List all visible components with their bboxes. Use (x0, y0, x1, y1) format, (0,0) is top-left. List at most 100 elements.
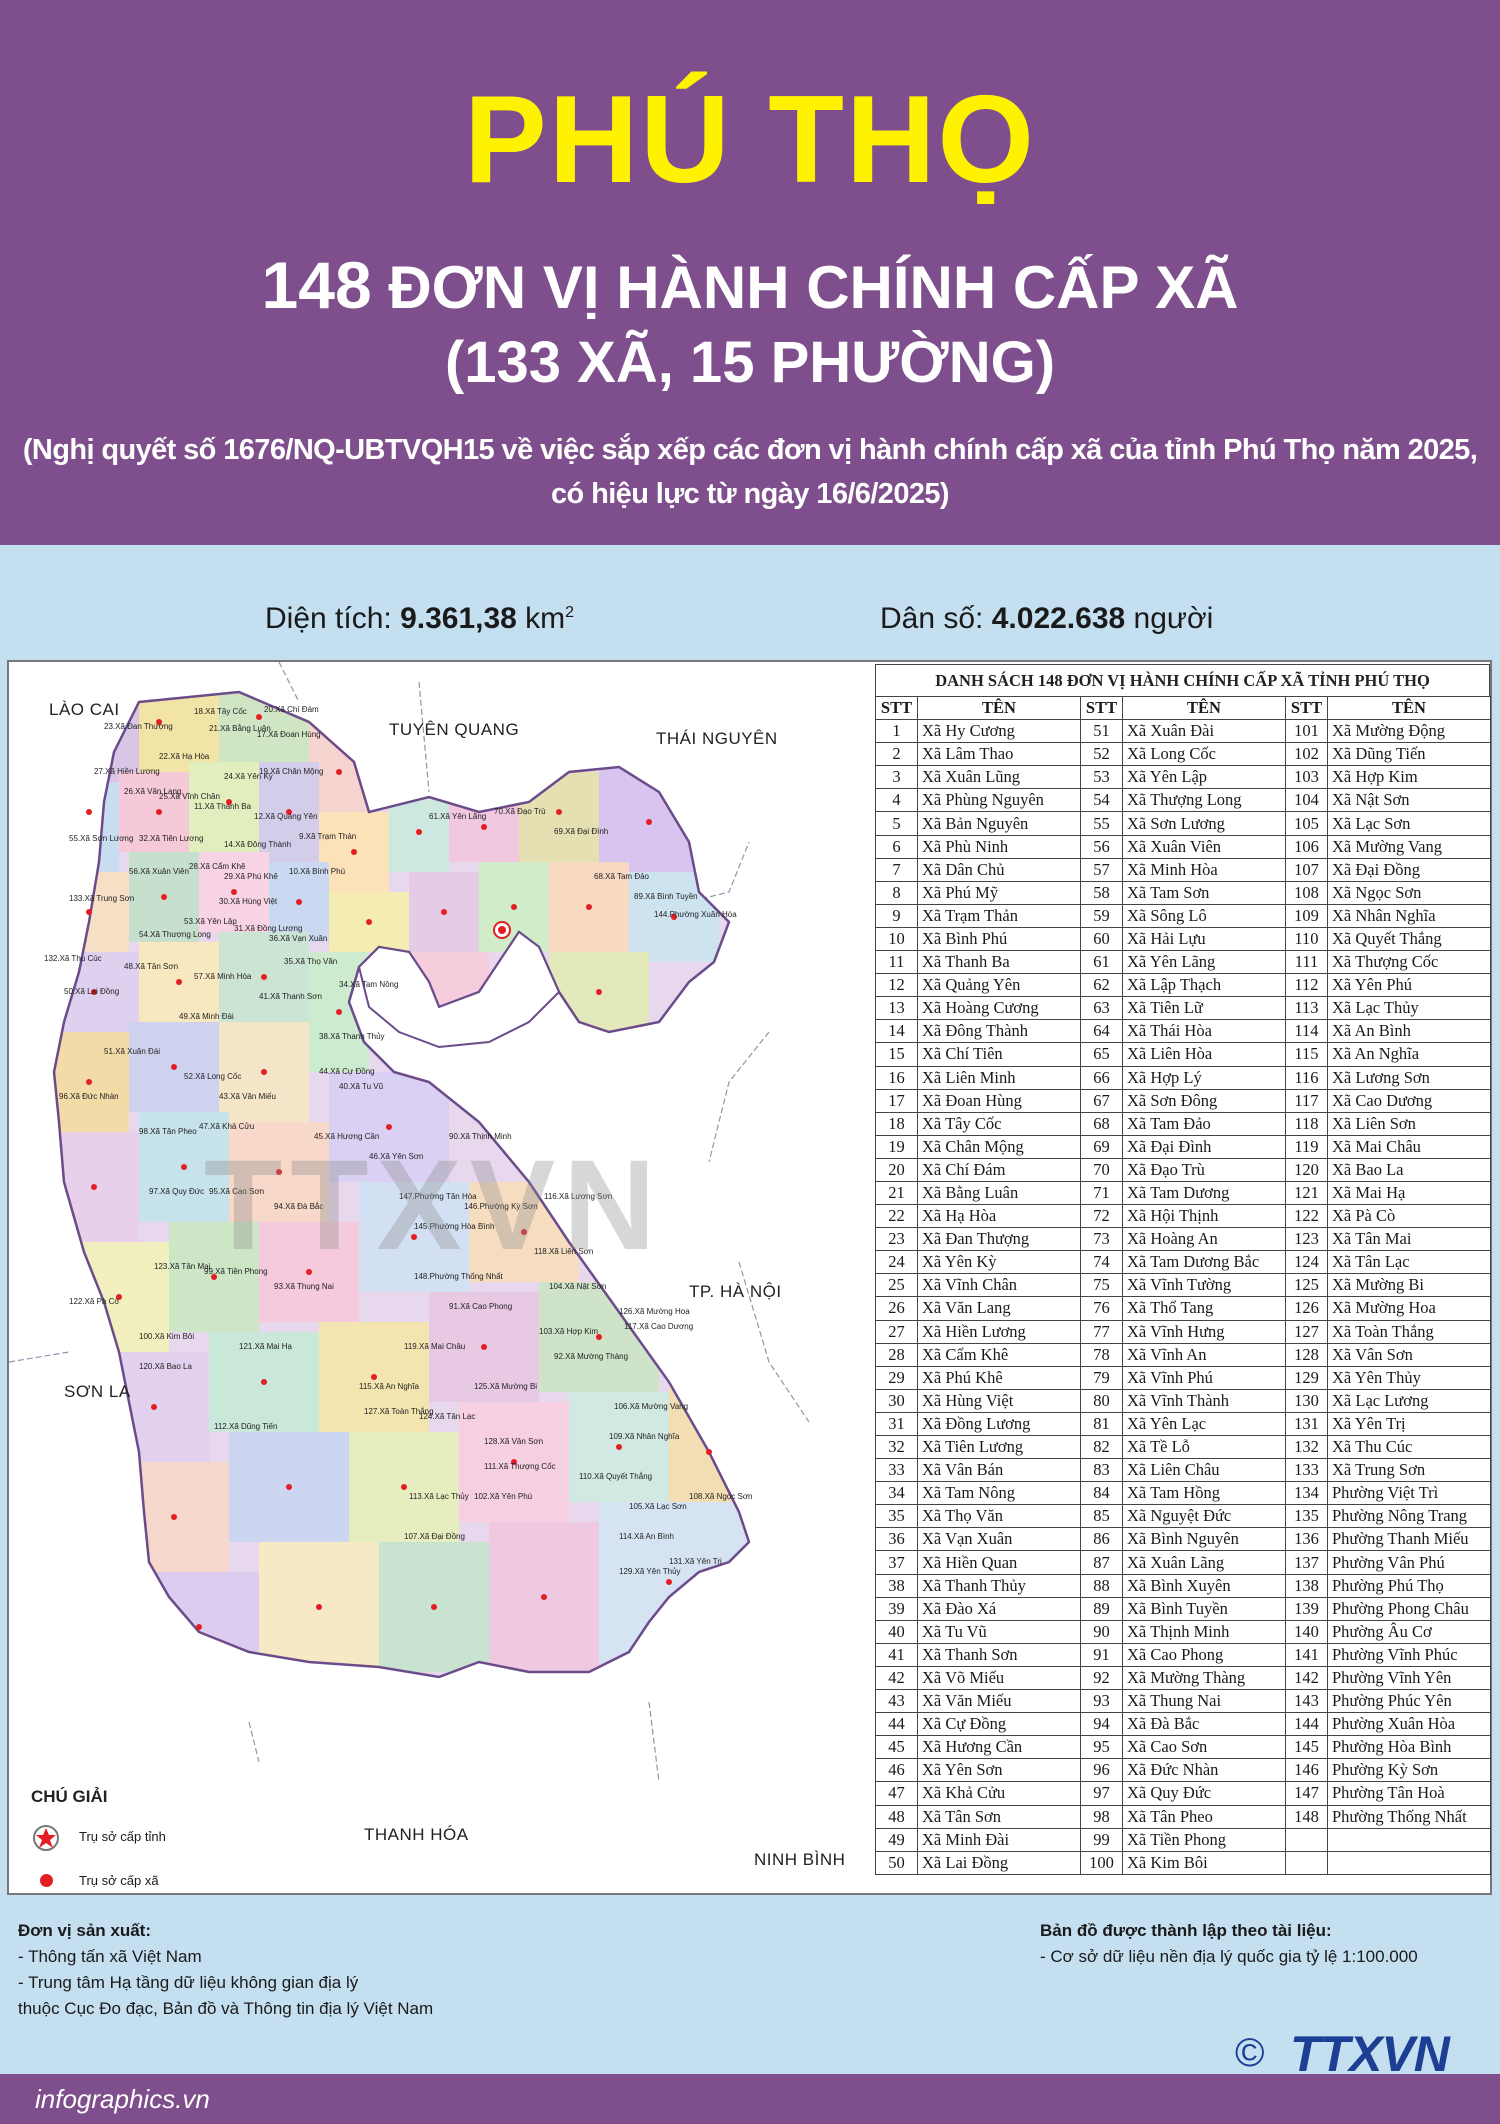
commune-label: 49.Xã Minh Đài (179, 1012, 234, 1021)
commune-label: 23.Xã Đan Thượng (104, 722, 173, 731)
unit-name: Xã Bình Tuyền (1122, 1596, 1286, 1621)
unit-stt: 65 (1080, 1042, 1123, 1067)
header-name: TÊN (1122, 695, 1286, 721)
table-row: 32 Xã Tiên Lương 82 Xã Tề Lỗ 132 Xã Thu Cúc (875, 1434, 1491, 1460)
unit-name: Xã Xuân Lũng (917, 765, 1081, 790)
unit-name: Xã Bình Xuyên (1122, 1573, 1286, 1598)
table-row: 33 Xã Vân Bán 83 Xã Liên Châu 133 Xã Trung Sơ… (875, 1458, 1491, 1483)
population-unit: người (1125, 602, 1214, 635)
unit-name: Xã Đà Bắc (1122, 1712, 1286, 1737)
population-stat: Dân số: 4.022.638 người (880, 602, 1213, 636)
legend-commune-label: Trụ sở cấp xã (79, 1872, 159, 1888)
table-row: 21 Xã Bằng Luân 71 Xã Tam Dương 121 Xã Mai Hạ (875, 1180, 1491, 1206)
commune-label: 43.Xã Văn Miếu (219, 1092, 276, 1101)
table-row: 34 Xã Tam Nông 84 Xã Tam Hồng 134 Phường Việt… (875, 1481, 1491, 1506)
commune-label: 113.Xã Lạc Thủy (409, 1492, 469, 1501)
unit-name: Xã Xuân Đài (1122, 719, 1286, 744)
table-row: 1 Xã Hy Cương 51 Xã Xuân Đài 101 Xã Mường Độn… (875, 719, 1491, 744)
commune-label: 144.Phường Xuân Hòa (654, 910, 737, 919)
table-row: 8 Xã Phú Mỹ 58 Xã Tam Sơn 108 Xã Ngọc Sơn (875, 880, 1491, 905)
table-row: 44 Xã Cự Đồng 94 Xã Đà Bắc 144 Phường Xuân Hò… (875, 1712, 1491, 1737)
unit-name: Xã Hội Thịnh (1122, 1204, 1286, 1229)
commune-label: 124.Xã Tân Lạc (419, 1412, 476, 1421)
commune-label: 112.Xã Dũng Tiến (214, 1422, 278, 1431)
unit-stt: 111 (1285, 950, 1328, 975)
commune-label: 55.Xã Sơn Lương (69, 834, 134, 843)
commune-label: 132.Xã Thu Cúc (44, 954, 102, 963)
unit-stt: 66 (1080, 1065, 1123, 1090)
unit-stt: 138 (1285, 1573, 1328, 1598)
unit-stt: 2 (875, 742, 918, 767)
unit-name: Xã Đức Nhàn (1122, 1758, 1286, 1783)
unit-name: Xã Lai Đồng (917, 1850, 1081, 1875)
commune-label: 35.Xã Thọ Văn (284, 957, 338, 966)
unit-name: Xã Tân Lạc (1327, 1250, 1491, 1275)
unit-name: Xã Hy Cương (917, 719, 1081, 744)
unit-name: Xã Chí Tiên (917, 1042, 1081, 1067)
commune-label: 34.Xã Tam Nông (339, 980, 399, 989)
area-unit: km (516, 602, 566, 635)
unit-stt: 19 (875, 1134, 918, 1159)
unit-name: Xã Cự Đồng (917, 1712, 1081, 1737)
unit-stt: 77 (1080, 1319, 1123, 1344)
unit-name: Xã Văn Lang (917, 1296, 1081, 1321)
table-row: 26 Xã Văn Lang 76 Xã Thổ Tang 126 Xã Mường Ho… (875, 1296, 1491, 1321)
commune-label: 118.Xã Liên Sơn (534, 1247, 594, 1256)
unit-stt: 140 (1285, 1619, 1328, 1644)
unit-stt: 134 (1285, 1481, 1328, 1506)
unit-stt: 67 (1080, 1088, 1123, 1113)
unit-stt: 68 (1080, 1111, 1123, 1136)
unit-stt: 28 (875, 1342, 918, 1367)
unit-name: Phường Thống Nhất (1327, 1804, 1491, 1829)
commune-label: 32.Xã Tiên Lương (139, 834, 204, 843)
unit-stt: 93 (1080, 1689, 1123, 1714)
unit-stt: 99 (1080, 1827, 1123, 1852)
unit-name: Xã Thanh Sơn (917, 1642, 1081, 1667)
unit-stt: 70 (1080, 1157, 1123, 1182)
commune-label: 131.Xã Yên Trị (669, 1557, 722, 1566)
unit-name: Xã Phú Mỹ (917, 880, 1081, 905)
commune-label: 53.Xã Yên Lập (184, 917, 237, 926)
subtitle-text: ĐƠN VỊ HÀNH CHÍNH CẤP XÃ (371, 254, 1239, 321)
unit-name: Xã Vĩnh Chân (917, 1273, 1081, 1298)
commune-label: 48.Xã Tân Sơn (124, 962, 179, 971)
unit-stt: 102 (1285, 742, 1328, 767)
unit-stt: 139 (1285, 1596, 1328, 1621)
unit-stt: 110 (1285, 926, 1328, 952)
unit-name: Xã Yên Lãng (1122, 950, 1286, 975)
resolution-note-line1: (Nghị quyết số 1676/NQ-UBTVQH15 về việc … (22, 434, 1478, 466)
unit-stt: 59 (1080, 903, 1123, 928)
unit-name: Xã Phùng Nguyên (917, 788, 1081, 813)
unit-stt: 96 (1080, 1758, 1123, 1783)
commune-label: 125.Xã Mường Bi (474, 1382, 538, 1391)
commune-label: 123.Xã Tân Mai (154, 1262, 211, 1271)
unit-name: Xã Tân Pheo (1122, 1804, 1286, 1829)
table-row: 2 Xã Lâm Thao 52 Xã Long Cốc 102 Xã Dũng Tiến (875, 742, 1491, 767)
unit-name (1327, 1827, 1491, 1852)
unit-name: Xã Thanh Thủy (917, 1573, 1081, 1598)
unit-name: Xã Mường Động (1327, 719, 1491, 744)
commune-label: 28.Xã Cẩm Khê (189, 862, 246, 871)
unit-stt: 46 (875, 1758, 918, 1783)
unit-stt (1285, 1827, 1328, 1852)
unit-name: Xã Hợp Kim (1327, 765, 1491, 790)
unit-name (1327, 1850, 1491, 1875)
unit-name: Phường Xuân Hòa (1327, 1712, 1491, 1737)
unit-name: Xã Vĩnh Tường (1122, 1273, 1286, 1298)
unit-stt: 36 (875, 1527, 918, 1552)
commune-label: 99.Xã Tiền Phong (204, 1267, 268, 1276)
region-tuyen-quang: TUYÊN QUANG (389, 720, 520, 739)
unit-name: Xã Minh Hòa (1122, 857, 1286, 882)
table-row: 6 Xã Phù Ninh 56 Xã Xuân Viên 106 Xã Mường Va… (875, 834, 1491, 859)
commune-label: 145.Phường Hòa Bình (414, 1222, 495, 1231)
unit-name: Xã Đoan Hùng (917, 1088, 1081, 1113)
unit-stt: 100 (1080, 1850, 1123, 1875)
unit-stt: 37 (875, 1550, 918, 1575)
commune-label: 133.Xã Trung Sơn (69, 894, 135, 903)
unit-stt: 105 (1285, 811, 1328, 836)
unit-name: Xã Trạm Thản (917, 903, 1081, 928)
unit-name: Xã Tam Hồng (1122, 1481, 1286, 1506)
unit-stt: 15 (875, 1042, 918, 1067)
site-link[interactable]: infographics.vn (35, 2084, 210, 2114)
map-legend: CHÚ GIẢI Trụ sở cấp tỉnh Trụ sở cấp xã (31, 1787, 166, 1893)
